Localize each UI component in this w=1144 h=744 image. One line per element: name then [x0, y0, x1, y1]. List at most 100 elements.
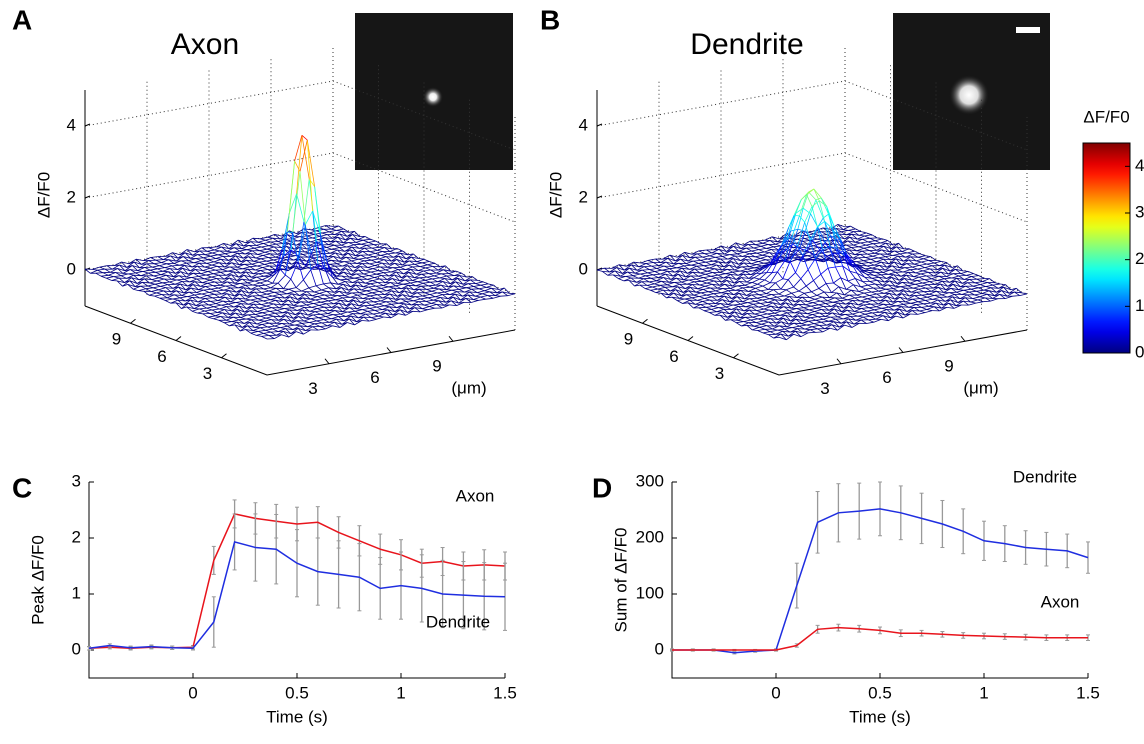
mesh-line	[233, 283, 240, 285]
mesh-line	[662, 269, 669, 271]
mesh-line	[255, 313, 262, 315]
mesh-line	[916, 305, 921, 308]
mesh-line	[935, 295, 942, 296]
mesh-line	[310, 297, 317, 300]
mesh-line	[160, 285, 167, 287]
mesh-line	[156, 271, 163, 272]
mesh-line	[759, 295, 764, 297]
mesh-line	[862, 308, 867, 311]
mesh-line	[373, 281, 378, 283]
mesh-line	[265, 240, 270, 242]
panel-letter: C	[12, 472, 32, 503]
mesh-line	[265, 309, 270, 311]
mesh-line	[871, 291, 878, 292]
mesh-line	[705, 253, 712, 254]
mesh-line	[313, 315, 318, 318]
mesh-line	[809, 308, 816, 310]
y-tick	[688, 337, 693, 341]
mesh-line	[323, 298, 330, 299]
mesh-line	[805, 327, 812, 329]
mesh-line	[427, 263, 434, 265]
mesh-line	[425, 293, 430, 295]
mesh-line	[918, 269, 923, 271]
mesh-line	[153, 286, 160, 287]
mesh-line	[792, 326, 799, 327]
mesh-line	[420, 265, 427, 267]
mesh-line	[756, 243, 763, 244]
mesh-line	[322, 233, 327, 235]
mesh-line	[165, 268, 170, 269]
mesh-line	[699, 295, 706, 296]
mesh-line	[762, 299, 769, 300]
mesh-line	[651, 289, 658, 290]
mesh-line	[913, 299, 918, 302]
mesh-line	[699, 307, 706, 308]
mesh-line	[371, 283, 378, 284]
mesh-line	[706, 273, 713, 275]
mesh-line	[388, 253, 395, 254]
mesh-line	[784, 293, 791, 296]
mesh-line	[369, 286, 376, 287]
mesh-line	[128, 273, 135, 274]
mesh-line	[828, 268, 833, 283]
mesh-line	[336, 230, 341, 231]
mesh-line	[96, 273, 103, 274]
x-tick	[449, 336, 453, 341]
mesh-line	[763, 319, 770, 321]
mesh-line	[757, 263, 764, 264]
mesh-line	[875, 241, 880, 243]
mesh-line	[644, 267, 649, 270]
mesh-line	[755, 312, 762, 314]
y-tick-label: 9	[112, 330, 121, 349]
mesh-line	[703, 301, 708, 303]
mesh-line	[863, 316, 870, 317]
mesh-line	[807, 324, 814, 325]
mesh-line	[149, 295, 154, 296]
mesh-line	[257, 277, 262, 280]
mesh-line	[868, 242, 873, 244]
mesh-line	[757, 311, 762, 313]
mesh-line	[167, 264, 172, 266]
mesh-line	[786, 290, 791, 293]
mesh-line	[309, 286, 316, 288]
mesh-line	[364, 306, 369, 309]
mesh-line	[272, 296, 277, 297]
mesh-line	[165, 301, 170, 304]
mesh-line	[375, 252, 382, 254]
mesh-line	[778, 330, 783, 331]
mesh-line	[725, 274, 730, 275]
mesh-line	[259, 318, 266, 320]
mesh-line	[246, 319, 251, 320]
mesh-line	[427, 277, 432, 279]
mesh-line	[869, 263, 874, 266]
panel-title: Dendrite	[690, 28, 803, 61]
mesh-line	[815, 299, 820, 301]
mesh-line	[250, 299, 257, 300]
mesh-line	[318, 329, 325, 330]
mesh-line	[796, 273, 801, 279]
y-tick-label: 6	[669, 347, 678, 366]
mesh-line	[917, 281, 922, 284]
mesh-line	[430, 282, 435, 285]
mesh-line	[911, 289, 918, 292]
mesh-line	[714, 294, 719, 297]
mesh-line	[750, 299, 755, 302]
mesh-line	[862, 251, 867, 254]
x-tick-label: 9	[944, 357, 953, 376]
mesh-line	[218, 288, 223, 290]
mesh-line	[258, 330, 265, 331]
mesh-line	[909, 305, 916, 308]
mesh-line	[277, 309, 284, 311]
mesh-line	[269, 246, 274, 247]
mesh-line	[755, 257, 760, 259]
mesh-line	[689, 279, 696, 280]
mesh-line	[697, 266, 704, 267]
mesh-line	[736, 322, 743, 323]
colorbar-tick-label: 0	[1135, 342, 1144, 361]
mesh-line	[248, 315, 253, 317]
mesh-line	[424, 305, 429, 306]
mesh-line	[282, 289, 289, 292]
mesh-line	[911, 303, 916, 304]
mesh-line	[267, 292, 274, 294]
mesh-line	[762, 300, 767, 303]
